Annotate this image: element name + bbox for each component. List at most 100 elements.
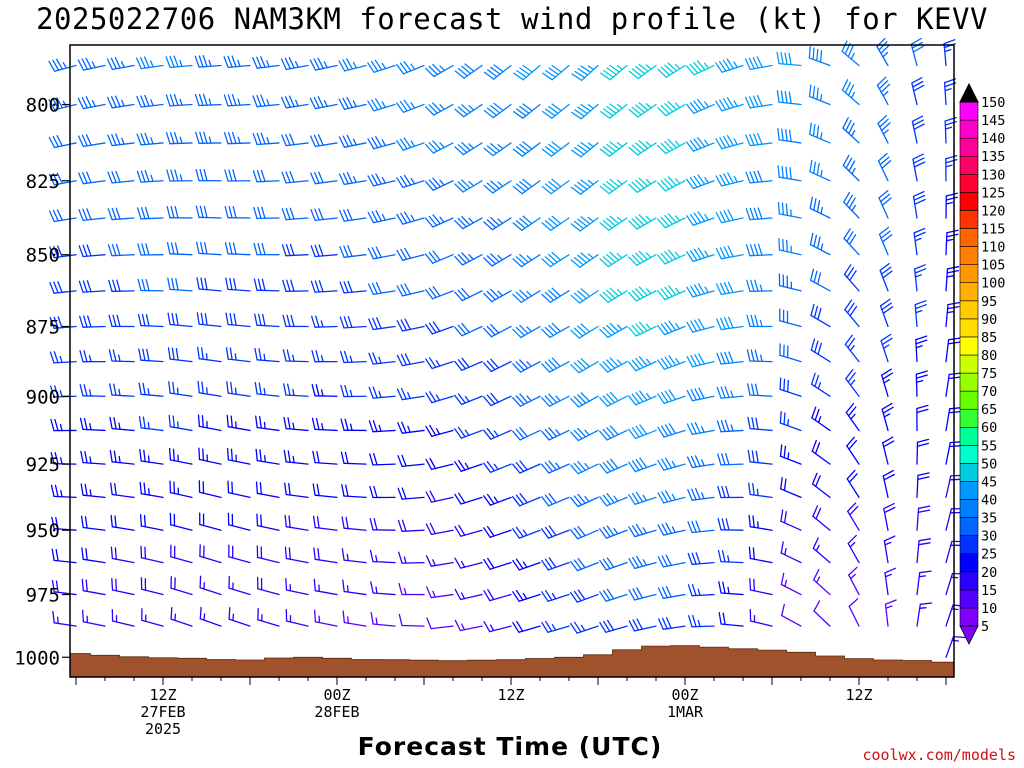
barb-flag-10 [461, 104, 471, 113]
colorbar-box [959, 589, 979, 609]
barb-flag-10 [55, 517, 59, 530]
barb-flag-10 [723, 282, 730, 294]
barb-flag-10 [632, 588, 640, 600]
barb-staff [493, 64, 512, 80]
wind-barb [49, 245, 77, 259]
barb-staff [256, 556, 280, 564]
barb-flag-10 [202, 55, 208, 68]
barb-staff [749, 394, 773, 397]
wind-barb [227, 480, 251, 499]
wind-barb [945, 154, 958, 182]
wind-barb [280, 95, 309, 109]
barb-flag-10 [638, 286, 648, 297]
barb-flag-10 [686, 103, 695, 114]
wind-barb [541, 103, 570, 119]
barb-flag-10 [199, 575, 202, 589]
barb-flag-10 [911, 115, 924, 123]
barb-flag-10 [373, 518, 378, 531]
barb-flag-10 [661, 458, 669, 470]
colorbar-box [959, 535, 979, 555]
barb-flag-10 [631, 218, 642, 228]
barb-flag-10 [51, 548, 55, 562]
wind-barb [310, 244, 338, 258]
wind-barb [140, 577, 164, 596]
barb-staff [169, 253, 193, 256]
barb-flag-10 [201, 347, 204, 360]
barb-flag-10 [628, 291, 638, 302]
barb-flag-10 [144, 132, 150, 145]
barb-flag-10 [635, 357, 644, 369]
wind-barb [370, 581, 396, 596]
barb-flag-5 [787, 452, 790, 460]
barb-flag-10 [140, 56, 146, 69]
barb-flag-5 [263, 421, 266, 430]
wind-barb [541, 322, 570, 339]
barb-flag-10 [609, 357, 619, 368]
barb-flag-10 [286, 314, 291, 328]
barb-staff [945, 475, 952, 499]
barb-flag-10 [401, 519, 407, 532]
wind-barb [426, 586, 454, 599]
barb-flag-10 [309, 59, 317, 71]
barb-flag-5 [461, 623, 466, 631]
barb-flag-10 [53, 316, 59, 329]
barb-flag-10 [401, 454, 407, 467]
barb-flag-5 [526, 395, 532, 402]
barb-flag-10 [396, 285, 404, 297]
barb-flag-5 [851, 167, 856, 175]
barb-flag-10 [952, 635, 966, 639]
barb-flag-10 [782, 238, 785, 252]
barb-flag-10 [483, 109, 494, 119]
barb-flag-10 [173, 131, 179, 145]
barb-flag-10 [309, 97, 317, 110]
barb-flag-10 [252, 95, 258, 108]
barb-flag-10 [812, 161, 817, 174]
barb-flag-10 [753, 133, 759, 146]
barb-flag-10 [628, 326, 637, 337]
barb-flag-10 [693, 284, 702, 296]
barb-flag-5 [850, 413, 856, 420]
barb-flag-10 [667, 138, 677, 149]
barb-flag-10 [657, 587, 664, 599]
barb-flag-10 [519, 181, 530, 190]
barb-flag-10 [577, 254, 588, 264]
wind-barb [776, 90, 802, 106]
wind-barb [541, 589, 570, 602]
wind-barb [280, 56, 309, 71]
barb-flag-10 [722, 581, 726, 594]
barb-flag-10 [847, 534, 857, 545]
barb-staff [520, 290, 541, 303]
barb-flag-10 [809, 196, 813, 210]
barb-flag-10 [314, 208, 320, 221]
barb-flag-10 [313, 547, 316, 560]
wind-barb [165, 93, 193, 107]
barb-flag-5 [493, 463, 499, 471]
barb-flag-10 [139, 449, 142, 462]
wind-barb [541, 460, 570, 474]
barb-flag-10 [606, 493, 615, 504]
barb-flag-10 [522, 215, 533, 225]
barb-flag-5 [945, 201, 953, 205]
barb-flag-5 [522, 592, 528, 600]
colorbar-label: 100 [981, 276, 1005, 292]
barb-flag-5 [89, 489, 92, 497]
barb-flag-10 [751, 383, 755, 396]
wind-barb [945, 301, 960, 328]
barb-flag-10 [114, 95, 121, 108]
wind-barb [657, 138, 686, 155]
barb-flag-10 [548, 181, 559, 190]
wind-barb [166, 205, 193, 219]
barb-flag-10 [690, 249, 698, 261]
barb-flag-10 [746, 314, 751, 328]
wind-barb [396, 247, 425, 261]
barb-flag-10 [404, 318, 411, 330]
wind-barb [813, 568, 831, 596]
barb-flag-10 [483, 462, 492, 473]
wind-barb [779, 377, 802, 397]
barb-flag-10 [483, 147, 494, 157]
barb-flag-10 [429, 490, 437, 502]
wind-barb [223, 55, 251, 69]
barb-flag-10 [461, 179, 471, 189]
wind-barb [878, 190, 892, 219]
barb-flag-10 [638, 356, 648, 367]
